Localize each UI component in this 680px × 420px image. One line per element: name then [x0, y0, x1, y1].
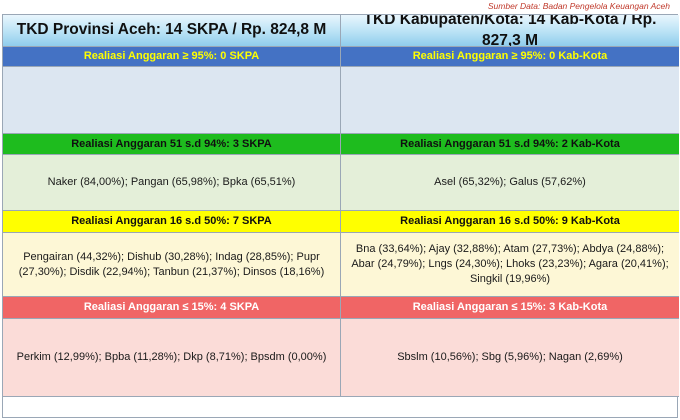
provinsi-tier-1-body — [3, 67, 341, 134]
provinsi-tier-4-header: Realiasi Anggaran ≤ 15%: 4 SKPA — [3, 297, 341, 319]
kabkota-tier-3-header: Realiasi Anggaran 16 s.d 50%: 9 Kab-Kota — [341, 211, 679, 233]
provinsi-tier-3-header: Realiasi Anggaran 16 s.d 50%: 7 SKPA — [3, 211, 341, 233]
kabkota-tier-1-header: Realiasi Anggaran ≥ 95%: 0 Kab-Kota — [341, 47, 679, 67]
kabkota-tier-1-body — [341, 67, 679, 134]
provinsi-tier-2-header: Realiasi Anggaran 51 s.d 94%: 3 SKPA — [3, 134, 341, 155]
kabkota-tier-3-body: Bna (33,64%); Ajay (32,88%); Atam (27,73… — [341, 233, 679, 297]
kabkota-tier-2-body: Asel (65,32%); Galus (57,62%) — [341, 155, 679, 211]
source-note: Sumber Data: Badan Pengelola Keuangan Ac… — [487, 1, 670, 11]
provinsi-title: TKD Provinsi Aceh: 14 SKPA / Rp. 824,8 M — [3, 15, 341, 47]
kabkota-tier-4-header: Realiasi Anggaran ≤ 15%: 3 Kab-Kota — [341, 297, 679, 319]
provinsi-tier-2-body: Naker (84,00%); Pangan (65,98%); Bpka (6… — [3, 155, 341, 211]
kabkota-tier-4-body: Sbslm (10,56%); Sbg (5,96%); Nagan (2,69… — [341, 319, 679, 397]
tkd-realization-table: TKD Provinsi Aceh: 14 SKPA / Rp. 824,8 M… — [2, 14, 679, 418]
provinsi-tier-1-header: Realiasi Anggaran ≥ 95%: 0 SKPA — [3, 47, 341, 67]
provinsi-tier-4-body: Perkim (12,99%); Bpba (11,28%); Dkp (8,7… — [3, 319, 341, 397]
provinsi-tier-3-body: Pengairan (44,32%); Dishub (30,28%); Ind… — [3, 233, 341, 297]
kabkota-tier-2-header: Realiasi Anggaran 51 s.d 94%: 2 Kab-Kota — [341, 134, 679, 155]
kabkota-title: TKD Kabupaten/Kota: 14 Kab-Kota / Rp. 82… — [341, 15, 679, 47]
